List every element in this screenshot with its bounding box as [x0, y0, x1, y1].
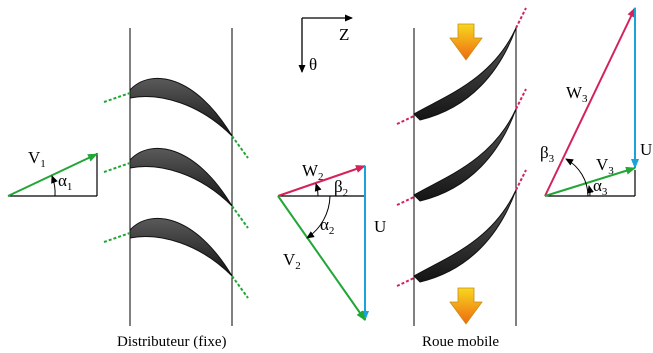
alpha1-label: α1	[58, 171, 72, 193]
z-label: Z	[339, 25, 349, 44]
stator-blade	[103, 77, 249, 159]
w2-vector	[277, 165, 366, 197]
outlet-velocity-triangle: W3 β3 V3 α3 U	[540, 7, 652, 198]
stator-blade	[103, 147, 249, 229]
flow-arrow-bottom	[449, 287, 483, 325]
rotor-blade	[396, 169, 527, 287]
v3-vector	[544, 166, 636, 197]
u-label-mid: U	[374, 217, 386, 236]
theta-label: θ	[309, 55, 317, 74]
rotor-caption: Roue mobile	[422, 334, 499, 350]
v1-label: V1	[28, 148, 46, 170]
rotor-blade	[396, 7, 527, 125]
rotor-row: Roue mobile	[396, 7, 527, 350]
beta3-label: β3	[540, 143, 555, 165]
rotor-blade	[396, 88, 527, 206]
stator-blade	[103, 217, 249, 299]
beta2-label: β2	[334, 177, 348, 199]
alpha2-arc	[306, 195, 331, 239]
alpha3-label: α3	[593, 176, 608, 198]
axis-indicator: Z θ	[298, 14, 353, 74]
v2-label: V2	[283, 250, 301, 272]
mid-velocity-triangle: W2 β2 α2 V2 U	[277, 161, 386, 321]
alpha2-label: α2	[320, 215, 334, 237]
u-label-out: U	[640, 140, 652, 159]
stator-row: Distributeur (fixe)	[103, 28, 249, 350]
beta2-arc	[314, 183, 322, 197]
inlet-velocity-triangle: V1 α1	[7, 148, 98, 197]
v2-vector	[277, 195, 366, 321]
alpha3-arc	[587, 185, 594, 197]
w3-vector	[544, 7, 636, 197]
beta3-arc	[565, 158, 589, 197]
w2-label: W2	[302, 161, 324, 183]
v1-vector	[7, 153, 98, 197]
w3-label: W3	[566, 83, 588, 105]
v3-label: V3	[596, 155, 614, 177]
flow-arrow-top	[449, 23, 483, 61]
alpha1-arc	[51, 175, 58, 197]
stator-caption: Distributeur (fixe)	[117, 334, 227, 350]
